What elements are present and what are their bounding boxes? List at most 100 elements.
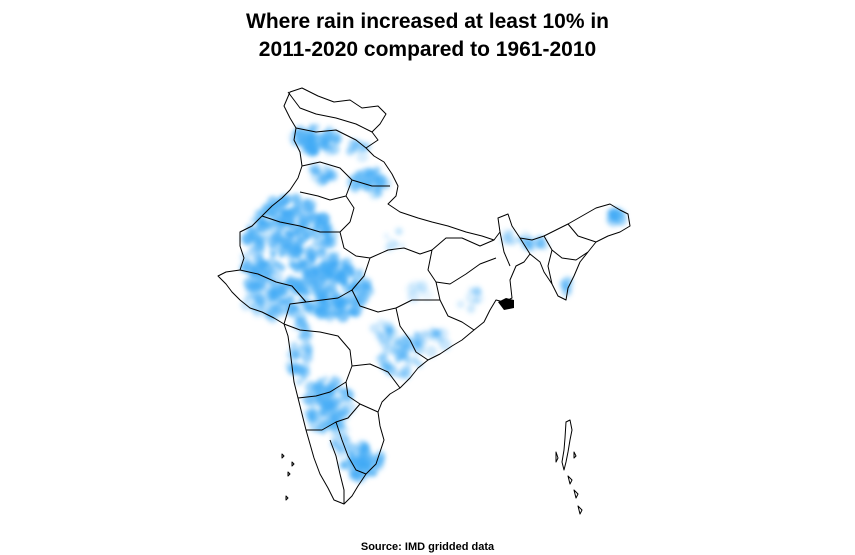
rain-dot [271,268,277,274]
rain-dot [341,283,352,294]
rain-dot [285,296,297,308]
rain-dot [386,238,398,250]
rain-dot [297,334,303,340]
rain-dot [307,283,315,291]
rain-dot [394,227,403,236]
rain-dot [296,248,302,255]
rain-dot [283,231,295,242]
rain-dot [283,194,294,204]
rain-dot [273,272,284,283]
rain-dot [356,150,369,163]
rain-dot [256,260,269,272]
rain-dot [507,236,518,246]
rain-dot [313,274,326,287]
rain-dot [313,141,319,147]
rain-dot [352,140,359,147]
map-title-line-1: Where rain increased at least 10% in [246,10,609,33]
rain-dot [298,307,305,313]
rain-dot [266,307,278,320]
rain-dot [308,254,317,263]
rain-dot [360,457,373,470]
rain-dot [300,330,313,343]
rain-dot [344,266,351,272]
rain-dot [321,386,327,392]
rain-dot [362,283,370,290]
rain-dot [278,236,285,243]
rain-dot [354,473,362,481]
rain-dot [416,361,423,368]
rain-dot [383,233,390,240]
rain-dot [456,300,465,309]
rain-dot [320,259,328,267]
rain-dot [397,369,407,379]
rain-dot [349,305,363,318]
rain-dot [300,372,306,378]
rain-dot [320,225,331,236]
rain-dot [319,247,327,255]
rain-dot [526,238,534,246]
rain-dot [435,327,449,341]
rain-dot [370,470,378,477]
rain-dot [275,302,284,311]
rain-dot [319,396,333,410]
rain-dot [313,223,321,230]
rain-dot [305,398,315,407]
andaman-islands-small [555,451,583,515]
rain-dot [329,274,338,284]
rain-dot [362,169,376,183]
rain-dot [248,245,259,257]
rain-dot [355,289,365,300]
rain-dot [277,263,286,272]
rain-dot [241,232,254,246]
rain-dot [383,327,393,337]
rain-dot [327,172,335,180]
rain-dot [420,330,428,339]
rain-dot [257,254,264,261]
rain-dot [331,375,337,382]
rain-dot [351,281,357,287]
rain-dot [369,323,380,334]
rain-dot [288,130,302,144]
rain-dot [301,274,308,281]
rain-dot [324,233,334,243]
rain-dot [361,444,369,452]
rain-dot [343,292,354,303]
map-title: Where rain increased at least 10% in 201… [0,8,855,64]
rain-dot [286,274,295,283]
rain-dot [439,338,452,351]
rain-dot [308,279,313,285]
rain-dot [431,329,440,338]
rain-dot [288,206,301,218]
rain-dot [353,170,363,181]
rain-dot [316,377,326,387]
rain-dot [266,235,279,248]
rain-dot [300,362,310,373]
rain-dot [351,146,358,153]
rain-dot [259,219,265,225]
rain-dot [383,343,395,354]
rain-dot [392,341,404,354]
rain-dot [256,226,262,232]
rain-dot [255,239,266,250]
map-title-line-2: 2011-2020 compared to 1961-2010 [258,38,597,61]
rain-dot [361,141,372,152]
rain-dot [339,397,346,404]
rain-dot [316,272,323,280]
rain-dot [334,301,343,309]
rain-dot [301,352,313,364]
rain-dot [404,357,411,364]
rain-dot [560,279,569,288]
rain-dot [465,291,478,304]
rain-dot [271,289,276,295]
rain-dot [319,135,330,147]
rain-dot [267,224,281,238]
rain-dot [405,363,412,370]
rain-dot [330,412,339,421]
source-note: Source: IMD gridded data [360,541,495,553]
andaman-islands [561,419,573,471]
mainland-boundary [217,87,631,505]
rain-dot [299,146,309,155]
rain-dot [250,293,262,305]
rain-dot [398,242,406,249]
